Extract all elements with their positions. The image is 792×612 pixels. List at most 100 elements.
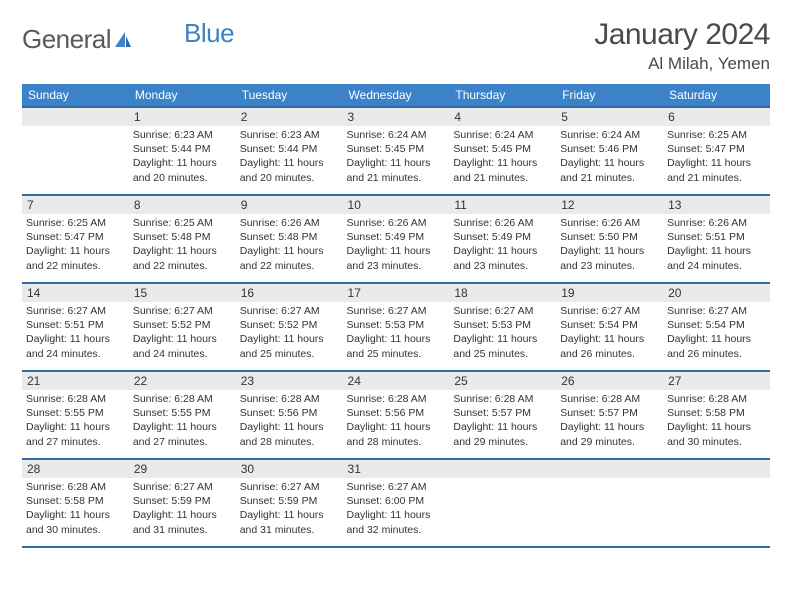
day-line: Sunset: 6:00 PM [347,494,446,508]
day-body: Sunrise: 6:27 AMSunset: 5:51 PMDaylight:… [22,302,129,367]
day-cell: 23Sunrise: 6:28 AMSunset: 5:56 PMDayligh… [236,371,343,459]
day-cell: 8Sunrise: 6:25 AMSunset: 5:48 PMDaylight… [129,195,236,283]
day-cell: 14Sunrise: 6:27 AMSunset: 5:51 PMDayligh… [22,283,129,371]
day-line: Daylight: 11 hours and 24 minutes. [133,332,232,360]
day-body: Sunrise: 6:23 AMSunset: 5:44 PMDaylight:… [129,126,236,191]
date-number: 20 [663,284,770,302]
day-body: Sunrise: 6:24 AMSunset: 5:45 PMDaylight:… [449,126,556,191]
day-line: Daylight: 11 hours and 24 minutes. [26,332,125,360]
day-cell: 10Sunrise: 6:26 AMSunset: 5:49 PMDayligh… [343,195,450,283]
day-line: Sunrise: 6:27 AM [26,304,125,318]
day-line: Daylight: 11 hours and 24 minutes. [667,244,766,272]
day-line: Sunset: 5:51 PM [26,318,125,332]
dayhead-mon: Monday [129,84,236,107]
brand-part2: Blue [184,18,234,49]
date-number: 27 [663,372,770,390]
day-body: Sunrise: 6:27 AMSunset: 5:52 PMDaylight:… [236,302,343,367]
dayhead-sat: Saturday [663,84,770,107]
day-line: Sunrise: 6:25 AM [667,128,766,142]
day-line: Sunrise: 6:27 AM [453,304,552,318]
date-number: 14 [22,284,129,302]
day-line: Daylight: 11 hours and 21 minutes. [453,156,552,184]
date-number: 7 [22,196,129,214]
day-body: Sunrise: 6:28 AMSunset: 5:57 PMDaylight:… [449,390,556,455]
date-number: 2 [236,108,343,126]
day-line: Sunrise: 6:28 AM [667,392,766,406]
day-line: Sunset: 5:58 PM [667,406,766,420]
day-line: Sunrise: 6:27 AM [240,304,339,318]
date-number: 26 [556,372,663,390]
day-line: Daylight: 11 hours and 21 minutes. [667,156,766,184]
week-row: 14Sunrise: 6:27 AMSunset: 5:51 PMDayligh… [22,283,770,371]
day-line: Sunset: 5:54 PM [560,318,659,332]
day-cell: 19Sunrise: 6:27 AMSunset: 5:54 PMDayligh… [556,283,663,371]
date-number [22,108,129,126]
day-cell: 2Sunrise: 6:23 AMSunset: 5:44 PMDaylight… [236,107,343,195]
day-line: Sunrise: 6:26 AM [453,216,552,230]
day-line: Sunrise: 6:24 AM [347,128,446,142]
date-number: 25 [449,372,556,390]
month-title: January 2024 [594,18,770,52]
day-body: Sunrise: 6:27 AMSunset: 5:53 PMDaylight:… [449,302,556,367]
day-cell: 24Sunrise: 6:28 AMSunset: 5:56 PMDayligh… [343,371,450,459]
day-body: Sunrise: 6:27 AMSunset: 5:53 PMDaylight:… [343,302,450,367]
week-row: 1Sunrise: 6:23 AMSunset: 5:44 PMDaylight… [22,107,770,195]
day-body: Sunrise: 6:28 AMSunset: 5:56 PMDaylight:… [236,390,343,455]
day-body: Sunrise: 6:28 AMSunset: 5:58 PMDaylight:… [22,478,129,543]
dayhead-sun: Sunday [22,84,129,107]
day-body: Sunrise: 6:28 AMSunset: 5:57 PMDaylight:… [556,390,663,455]
day-line: Daylight: 11 hours and 31 minutes. [240,508,339,536]
day-cell: 13Sunrise: 6:26 AMSunset: 5:51 PMDayligh… [663,195,770,283]
day-body: Sunrise: 6:27 AMSunset: 5:52 PMDaylight:… [129,302,236,367]
day-body: Sunrise: 6:25 AMSunset: 5:48 PMDaylight:… [129,214,236,279]
day-line: Sunrise: 6:28 AM [133,392,232,406]
day-body: Sunrise: 6:27 AMSunset: 5:54 PMDaylight:… [663,302,770,367]
day-line: Daylight: 11 hours and 25 minutes. [453,332,552,360]
day-line: Sunset: 5:48 PM [133,230,232,244]
date-number: 3 [343,108,450,126]
day-cell: 1Sunrise: 6:23 AMSunset: 5:44 PMDaylight… [129,107,236,195]
day-line: Sunset: 5:52 PM [240,318,339,332]
day-line: Sunrise: 6:26 AM [347,216,446,230]
day-line: Sunset: 5:56 PM [240,406,339,420]
day-line: Sunrise: 6:28 AM [26,392,125,406]
day-cell: 27Sunrise: 6:28 AMSunset: 5:58 PMDayligh… [663,371,770,459]
calendar-grid: Sunday Monday Tuesday Wednesday Thursday… [22,84,770,548]
weeks-body: 1Sunrise: 6:23 AMSunset: 5:44 PMDaylight… [22,107,770,547]
dayhead-wed: Wednesday [343,84,450,107]
day-line: Sunset: 5:53 PM [453,318,552,332]
day-line: Sunrise: 6:26 AM [240,216,339,230]
day-body: Sunrise: 6:26 AMSunset: 5:51 PMDaylight:… [663,214,770,279]
date-number: 10 [343,196,450,214]
day-line: Sunrise: 6:28 AM [453,392,552,406]
sail-icon [113,26,133,57]
day-line: Sunset: 5:45 PM [347,142,446,156]
day-line: Sunset: 5:54 PM [667,318,766,332]
day-line: Daylight: 11 hours and 23 minutes. [560,244,659,272]
day-cell: 29Sunrise: 6:27 AMSunset: 5:59 PMDayligh… [129,459,236,547]
day-line: Sunset: 5:51 PM [667,230,766,244]
date-number [449,460,556,478]
day-line: Sunrise: 6:23 AM [240,128,339,142]
day-cell: 15Sunrise: 6:27 AMSunset: 5:52 PMDayligh… [129,283,236,371]
date-number: 1 [129,108,236,126]
date-number: 11 [449,196,556,214]
day-cell: 5Sunrise: 6:24 AMSunset: 5:46 PMDaylight… [556,107,663,195]
day-line: Sunset: 5:52 PM [133,318,232,332]
day-body: Sunrise: 6:28 AMSunset: 5:58 PMDaylight:… [663,390,770,455]
day-line: Sunset: 5:49 PM [347,230,446,244]
day-line: Daylight: 11 hours and 31 minutes. [133,508,232,536]
day-line: Daylight: 11 hours and 22 minutes. [240,244,339,272]
day-line: Sunrise: 6:25 AM [26,216,125,230]
date-number: 21 [22,372,129,390]
date-number [663,460,770,478]
brand-logo: General Blue [22,18,234,55]
day-body: Sunrise: 6:27 AMSunset: 5:59 PMDaylight:… [129,478,236,543]
date-number [556,460,663,478]
day-line: Sunrise: 6:27 AM [240,480,339,494]
location-subtitle: Al Milah, Yemen [594,54,770,74]
brand-part1: General [22,24,111,55]
day-line: Sunrise: 6:28 AM [240,392,339,406]
day-cell [556,459,663,547]
day-line: Daylight: 11 hours and 25 minutes. [347,332,446,360]
